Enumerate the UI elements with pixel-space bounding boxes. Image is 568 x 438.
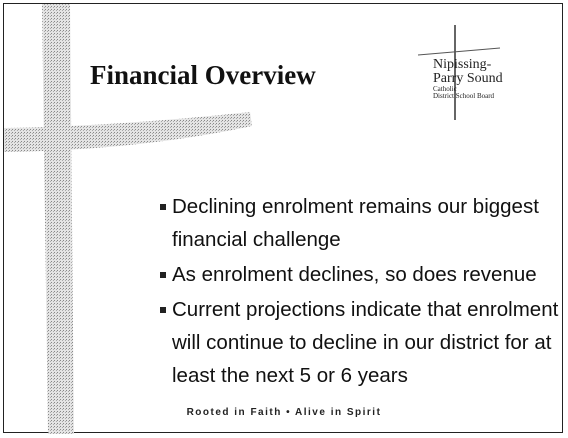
logo: Nipissing- Parry Sound Catholic District… [433, 58, 503, 100]
slide-page: Financial Overview Nipissing- Parry Soun… [0, 0, 568, 438]
cross-vertical [42, 4, 74, 434]
slide-title: Financial Overview [90, 60, 316, 91]
bullet: Declining enrolment remains our biggest … [160, 190, 560, 256]
bullet-list: Declining enrolment remains our biggest … [160, 190, 560, 394]
cross-horizontal [4, 112, 252, 152]
logo-cross [418, 48, 500, 55]
logo-text: District School Board [433, 93, 503, 100]
bullet: As enrolment declines, so does revenue [160, 258, 560, 291]
logo-text: Nipissing- [433, 58, 503, 72]
bullet: Current projections indicate that enrolm… [160, 293, 560, 392]
footer: Rooted in Faith • Alive in Spirit [0, 407, 568, 418]
logo-text: Parry Sound [433, 72, 503, 86]
